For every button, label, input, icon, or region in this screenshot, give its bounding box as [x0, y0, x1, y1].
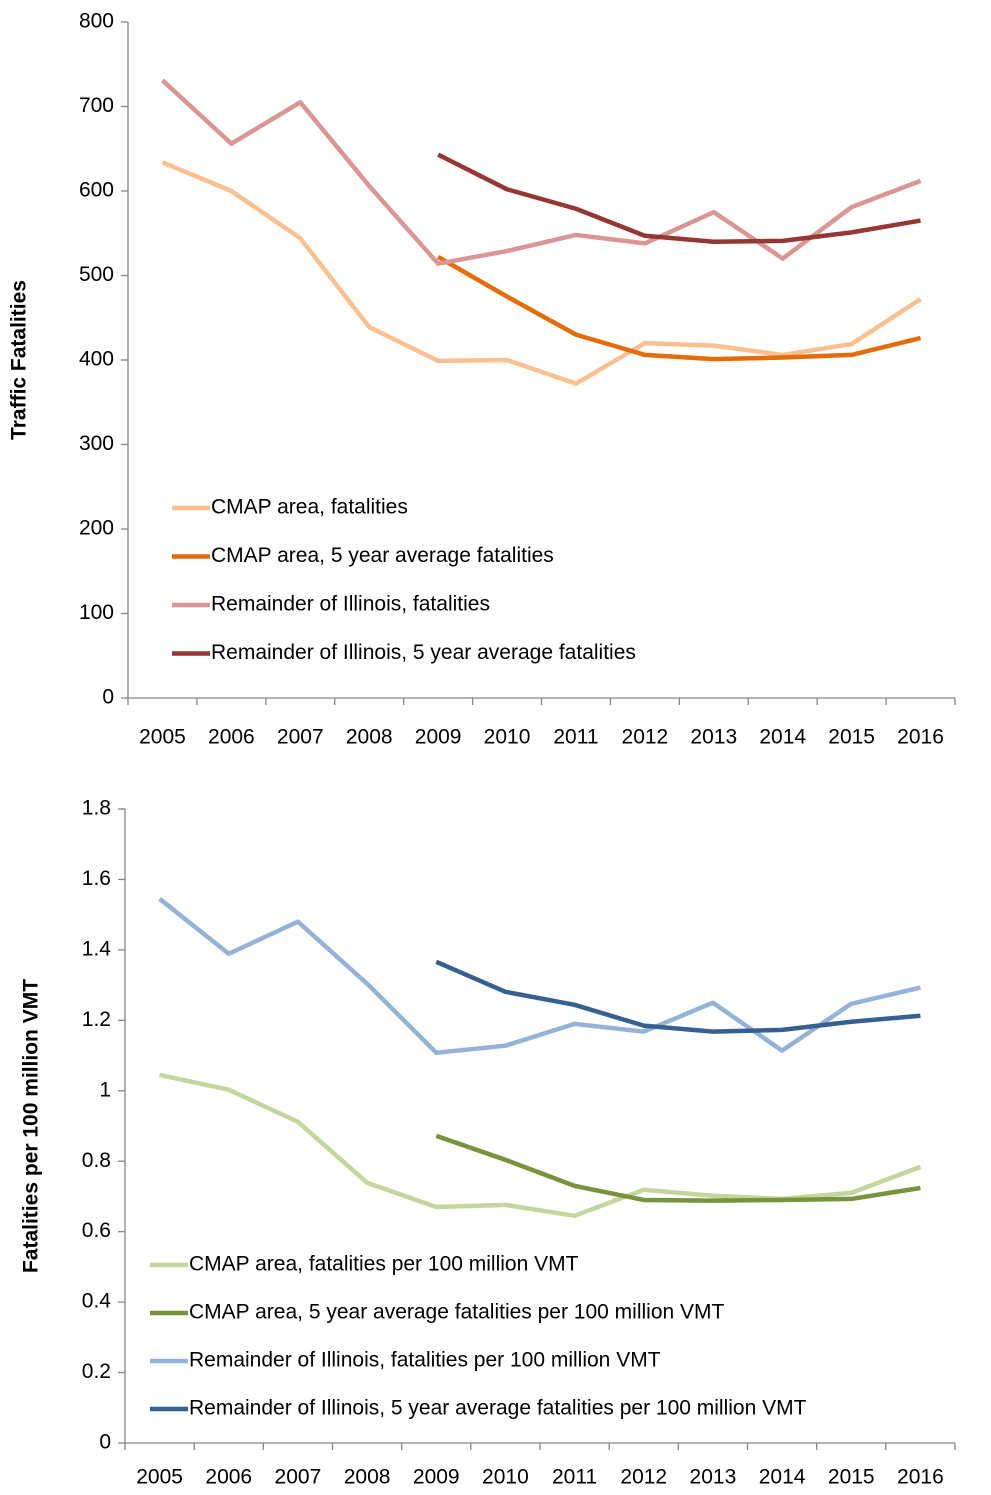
legend-label: CMAP area, fatalities per 100 million VM…	[189, 1253, 579, 1276]
y-tick-label: 600	[79, 179, 114, 202]
y-tick-label: 0.2	[82, 1360, 111, 1383]
y-tick-label: 300	[79, 432, 114, 455]
x-tick-label: 2012	[620, 1466, 667, 1489]
series-line	[437, 152, 921, 244]
x-tick-label: 2016	[897, 726, 944, 749]
legend-label: Remainder of Illinois, fatalities per 10…	[189, 1349, 661, 1372]
series-line	[435, 959, 921, 1034]
x-tick-label: 2005	[139, 726, 186, 749]
series-line	[158, 897, 921, 1055]
legend-label: Remainder of Illinois, 5 year average fa…	[211, 641, 636, 664]
series-line	[161, 160, 922, 386]
legend-label: CMAP area, 5 year average fatalities	[211, 544, 554, 567]
series-line	[437, 254, 922, 362]
x-tick-label: 2014	[759, 726, 806, 749]
y-tick-label: 0.6	[82, 1219, 111, 1242]
y-tick-label: 0.4	[82, 1290, 112, 1313]
x-tick-label: 2007	[275, 1466, 322, 1489]
y-tick-label: 800	[79, 10, 114, 33]
x-tick-label: 2015	[828, 1466, 875, 1489]
x-tick-label: 2013	[690, 1466, 737, 1489]
x-tick-label: 2009	[415, 726, 462, 749]
x-tick-label: 2005	[136, 1466, 183, 1489]
x-tick-label: 2013	[690, 726, 737, 749]
y-tick-label: 100	[79, 601, 114, 624]
y-tick-label: 500	[79, 263, 114, 286]
x-tick-label: 2015	[828, 726, 875, 749]
y-tick-label: 0	[99, 1431, 111, 1454]
x-tick-label: 2010	[482, 1466, 529, 1489]
y-tick-label: 0.8	[82, 1149, 111, 1172]
y-tick-label: 1.8	[82, 797, 111, 820]
y-axis-title: Traffic Fatalities	[8, 280, 31, 440]
legend-label: Remainder of Illinois, fatalities	[211, 593, 490, 616]
y-tick-label: 1.4	[82, 937, 112, 960]
x-tick-label: 2016	[897, 1466, 944, 1489]
x-tick-label: 2010	[484, 726, 531, 749]
legend-label: CMAP area, fatalities	[211, 496, 408, 519]
series-line	[160, 78, 922, 266]
y-tick-label: 1.2	[82, 1008, 111, 1031]
y-tick-label: 1	[99, 1078, 111, 1101]
x-tick-label: 2007	[277, 726, 324, 749]
y-tick-label: 700	[79, 94, 114, 117]
x-tick-label: 2012	[622, 726, 669, 749]
y-axis-title: Fatalities per 100 million VMT	[20, 979, 43, 1273]
y-tick-label: 0	[102, 686, 114, 709]
x-tick-label: 2011	[553, 726, 598, 749]
y-tick-label: 200	[79, 517, 114, 540]
x-tick-label: 2014	[759, 1466, 806, 1489]
x-tick-label: 2008	[344, 1466, 391, 1489]
x-tick-label: 2006	[208, 726, 255, 749]
legend-label: CMAP area, 5 year average fatalities per…	[189, 1301, 725, 1324]
x-tick-label: 2006	[205, 1466, 252, 1489]
series-line	[159, 1072, 922, 1219]
series-line	[435, 1133, 921, 1203]
x-tick-label: 2011	[552, 1466, 597, 1489]
y-tick-label: 1.6	[82, 867, 111, 890]
y-tick-label: 400	[79, 348, 114, 371]
x-tick-label: 2009	[413, 1466, 460, 1489]
x-tick-label: 2008	[346, 726, 393, 749]
legend-label: Remainder of Illinois, 5 year average fa…	[189, 1397, 807, 1420]
